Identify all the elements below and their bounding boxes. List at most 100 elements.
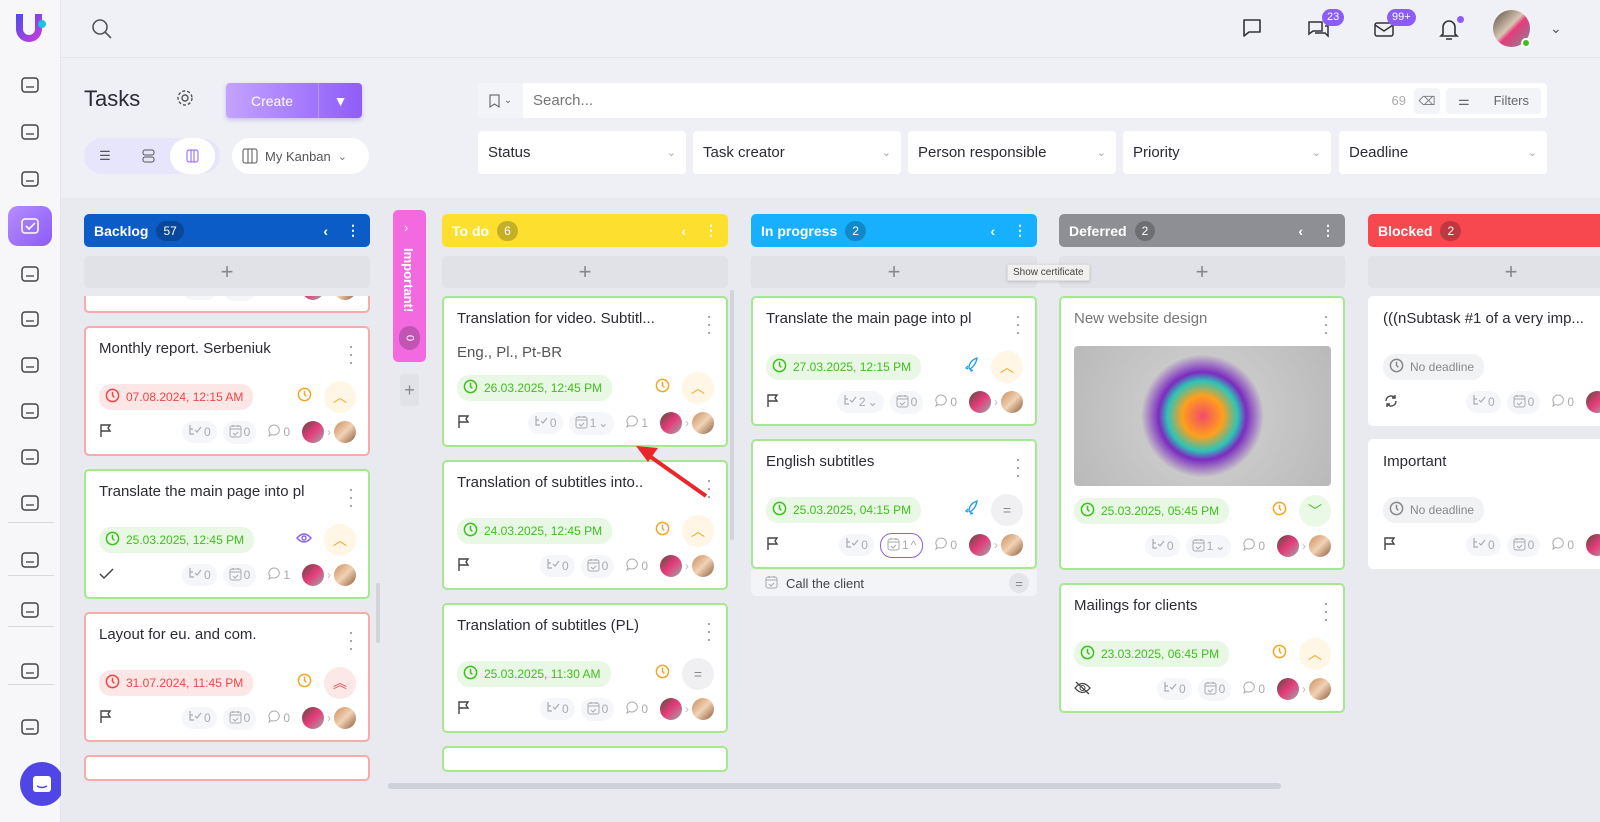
creator-avatar[interactable] <box>302 296 324 300</box>
add-task-button[interactable]: + <box>442 256 728 288</box>
column-important-collapsed[interactable]: › Important! 0 <box>393 210 426 362</box>
column-scrollbar[interactable] <box>730 290 734 540</box>
filter-task-creator[interactable]: Task creator ⌄ <box>693 131 901 174</box>
priority-low-icon[interactable]: ﹀ <box>1299 495 1331 527</box>
task-card[interactable]: Translation for video. Subtitl... · · · Eng.… <box>442 296 728 447</box>
clear-search-button[interactable]: ⌫ <box>1414 87 1440 114</box>
task-title[interactable]: Translation of subtitles (PL) <box>457 617 640 634</box>
comments-counter[interactable]: 0 <box>262 421 296 443</box>
checklists-counter[interactable]: 0 <box>222 706 257 730</box>
deadline-badge[interactable]: 23.03.2025, 06:45 PM <box>1074 641 1230 667</box>
comments-counter[interactable]: 0 <box>262 296 296 300</box>
flag-icon[interactable] <box>99 423 113 441</box>
comments-counter[interactable]: 0 <box>1546 534 1580 556</box>
deadline-badge[interactable]: 25.03.2025, 12:45 PM <box>99 527 255 553</box>
user-avatar[interactable] <box>1493 10 1531 48</box>
app-logo[interactable] <box>14 12 48 49</box>
priority-high-icon[interactable]: ︿ <box>324 381 356 413</box>
sidebar-item[interactable] <box>8 345 52 385</box>
task-title[interactable]: New website design <box>1074 310 1208 327</box>
assignee-avatar[interactable] <box>692 698 714 720</box>
task-title[interactable]: Translation for video. Subtitl... <box>457 310 655 327</box>
sidebar-item[interactable] <box>8 437 52 477</box>
flag-icon[interactable] <box>457 700 471 718</box>
task-card[interactable]: (((nSubtask #1 of a very imp...···No dea… <box>1368 296 1600 426</box>
subtasks-counter[interactable]: 0 <box>539 555 575 577</box>
column-menu-icon[interactable]: ⋮ <box>1321 222 1335 238</box>
clock-status-icon[interactable] <box>297 673 312 693</box>
page-settings-icon[interactable] <box>176 89 194 112</box>
checklists-counter[interactable]: 0 <box>222 563 257 587</box>
task-menu-icon[interactable]: · · · <box>1015 306 1021 342</box>
add-task-button[interactable]: + <box>751 256 1037 288</box>
priority-high-icon[interactable]: ︿ <box>991 351 1023 383</box>
task-menu-icon[interactable]: · · · <box>348 622 354 658</box>
priority-medium-icon[interactable]: = <box>682 658 714 690</box>
sidebar-item[interactable] <box>8 159 52 199</box>
task-title[interactable]: Monthly report. Serbeniuk <box>99 340 271 357</box>
subtasks-counter[interactable]: 0 <box>181 564 217 586</box>
add-task-button[interactable]: + <box>1059 256 1345 288</box>
sidebar-item[interactable] <box>8 299 52 339</box>
subtasks-counter[interactable]: 0 <box>1465 391 1501 413</box>
deadline-badge[interactable]: 24.03.2025, 12:45 PM <box>457 518 613 544</box>
flag-icon[interactable] <box>1383 536 1397 554</box>
task-card[interactable]: English subtitles · · · 25.03.2025, 04:15 PM… <box>751 439 1037 569</box>
task-title[interactable]: Translate the main page into pl <box>766 310 972 327</box>
kanban-select[interactable]: My Kanban ⌄ <box>232 138 369 174</box>
user-menu-chevron-icon[interactable]: ⌄ <box>1550 20 1562 36</box>
filter-priority[interactable]: Priority ⌄ <box>1123 131 1331 174</box>
check-icon[interactable] <box>99 567 114 583</box>
task-menu-icon[interactable]: · · · <box>1015 449 1021 485</box>
sidebar-item[interactable] <box>8 707 52 747</box>
comments-counter[interactable]: 0 <box>929 391 963 413</box>
creator-avatar[interactable] <box>302 421 324 443</box>
eye-off-icon[interactable] <box>1074 681 1091 698</box>
task-card[interactable]: Translation of subtitles into.. · · · 24.03.… <box>442 460 728 590</box>
subtasks-counter[interactable]: 2 ⌄ <box>836 391 884 413</box>
assignee-avatar[interactable] <box>692 412 714 434</box>
subtasks-counter[interactable]: 0 <box>839 534 874 556</box>
sidebar-item[interactable] <box>8 483 52 523</box>
priority-high-icon[interactable]: ︿ <box>1299 638 1331 670</box>
priority-high-icon[interactable]: ︿ <box>682 372 714 404</box>
kanban-view-button[interactable] <box>170 138 215 174</box>
task-title[interactable]: English subtitles <box>766 453 875 470</box>
subtasks-counter[interactable]: 0 <box>539 698 575 720</box>
deadline-badge[interactable]: 07.08.2024, 12:15 AM <box>99 384 254 410</box>
sidebar-item[interactable] <box>8 112 52 152</box>
flag-icon[interactable] <box>99 709 113 727</box>
priority-medium-icon[interactable]: = <box>1009 573 1029 593</box>
task-card[interactable]: Important···No deadline 0 0 0 › <box>1368 439 1600 569</box>
rocket-status-icon[interactable] <box>964 356 979 378</box>
task-title[interactable]: Mailings for clients <box>1074 597 1198 614</box>
column-menu-icon[interactable]: ⋮ <box>346 222 360 238</box>
clock-status-icon[interactable] <box>297 387 312 407</box>
clock-status-icon[interactable] <box>655 521 670 541</box>
creator-avatar[interactable] <box>660 412 682 434</box>
task-card[interactable] <box>84 755 370 781</box>
task-menu-icon[interactable]: · · · <box>1323 593 1329 629</box>
comments-counter[interactable]: 0 <box>1546 391 1580 413</box>
cards-view-button[interactable] <box>126 138 170 174</box>
task-card[interactable] <box>442 746 728 772</box>
subtasks-counter[interactable]: 0 <box>181 421 217 443</box>
checklists-counter[interactable]: 0 <box>1197 677 1232 701</box>
checklists-counter[interactable]: 0 <box>222 296 257 301</box>
checklists-counter[interactable]: 1 ⌄ <box>1185 534 1232 558</box>
deadline-badge[interactable]: 31.07.2024, 11:45 PM <box>99 670 254 696</box>
task-card[interactable]: Translate the main page into pl · · · 27.03.… <box>751 296 1037 426</box>
sidebar-item[interactable] <box>8 206 52 246</box>
create-button[interactable]: Create <box>250 92 294 109</box>
filters-button[interactable]: ⚌ Filters <box>1446 87 1541 114</box>
flag-icon[interactable] <box>457 414 471 432</box>
comments-counter[interactable]: 0 <box>929 534 963 556</box>
assignee-avatar[interactable] <box>1001 534 1023 556</box>
flag-icon[interactable] <box>457 557 471 575</box>
clock-status-icon[interactable] <box>1272 644 1287 664</box>
task-menu-icon[interactable]: · · · <box>348 479 354 515</box>
comments-counter[interactable]: 1 <box>620 412 654 434</box>
task-card[interactable]: Translation of subtitles (PL) · · · 25.03.20… <box>442 603 728 733</box>
clock-status-icon[interactable] <box>655 378 670 398</box>
sidebar-item[interactable] <box>8 590 52 630</box>
